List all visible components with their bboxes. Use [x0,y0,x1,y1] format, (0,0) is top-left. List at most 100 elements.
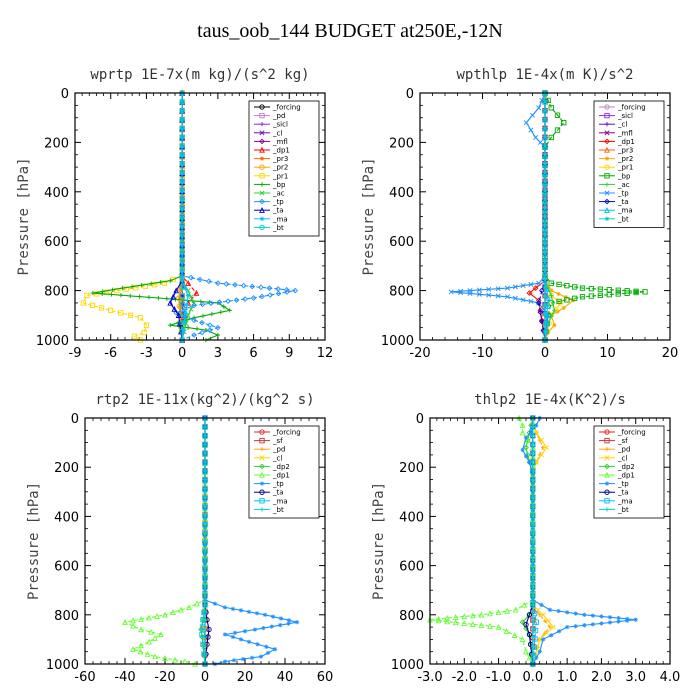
legend-label: _pd [272,112,285,120]
legend-label: _ta [272,207,284,215]
data-point [542,231,548,237]
data-point [129,284,135,289]
data-point [223,281,230,287]
legend-marker [604,130,610,136]
y-tick-label: 600 [54,560,79,575]
legend-marker [259,206,265,213]
legend-marker [259,447,265,452]
data-point [109,292,114,297]
legend-marker [259,471,265,478]
data-point [259,293,265,300]
data-point [202,573,208,579]
data-point [158,631,164,638]
legend: _forcing_sicl_cl_mfl_dp1_pr3_pr2_pr1_bp_… [593,100,665,228]
data-point [478,622,485,628]
y-tick-label: 400 [399,510,424,525]
legend-label: _pd [617,446,630,454]
legend-label: _forcing [272,104,301,112]
data-point [554,112,561,118]
data-point [182,285,188,291]
data-point [179,284,185,290]
legend-label: _bp [272,181,286,189]
data-point [530,442,536,447]
legend-label: _cl [617,121,627,129]
data-point [544,445,550,451]
legend-marker [259,216,265,221]
data-point [171,305,178,312]
data-point [564,610,570,615]
data-point [511,632,518,638]
y-tick-label: 200 [389,136,414,151]
data-point [476,291,482,297]
series-line [174,93,296,341]
data-point [542,179,548,184]
data-point [108,307,114,314]
data-point [162,655,168,661]
data-point [179,231,185,237]
data-point [624,290,630,296]
data-point [118,292,124,298]
legend-marker [604,182,610,187]
data-point [444,618,451,625]
data-point [523,444,529,451]
data-point [549,288,554,293]
data-point [292,287,299,294]
data-point [563,294,569,300]
data-point [548,280,554,286]
data-point [179,169,185,176]
legend-marker [259,498,265,504]
data-point [152,282,158,288]
x-tick-label: 0 [541,346,549,361]
data-point [179,125,185,131]
data-point [179,180,185,185]
legend-label: _pr1 [617,164,633,172]
data-point [146,638,152,645]
data-point [561,119,567,126]
data-point [530,556,536,561]
data-point [202,433,208,438]
data-point [536,280,542,286]
data-point [545,618,551,624]
data-point [538,437,544,443]
data-point [164,296,170,301]
data-point [606,292,612,298]
data-point [199,631,205,638]
chart-title: thlp2 1E-4x(K^2)/s [474,392,626,408]
data-point [523,453,529,459]
data-point [179,99,185,105]
data-point [579,285,586,291]
data-point [530,582,536,588]
data-point [286,621,291,626]
data-point [176,320,183,327]
x-tick-label: -3 [140,346,153,361]
data-point [526,612,533,618]
x-tick-label: 0 [178,346,186,361]
data-point [275,290,282,297]
data-point [246,609,252,615]
data-point [205,634,211,640]
data-point [199,319,205,326]
legend-marker [604,216,610,221]
data-point [537,139,543,145]
legend-label: _bt [272,506,284,514]
data-point [202,600,208,605]
data-point [561,305,566,311]
x-tick-label: 20 [662,346,679,361]
plot-frame [429,417,671,665]
data-point [212,601,218,606]
data-point [138,626,144,633]
y-tick-label: 800 [399,609,424,624]
data-point [179,160,185,167]
data-point [225,298,231,305]
legend-marker [259,463,265,470]
legend-label: _ta [272,489,284,497]
legend-label: _mfl [272,138,288,146]
data-point [170,293,177,300]
data-point [556,291,561,297]
data-point [179,187,185,193]
legend-label: _bt [617,215,629,223]
data-point [270,614,276,619]
legend-label: _mfl [617,129,633,137]
series-dp1 [427,414,536,667]
legend-label: _dp2 [617,463,635,471]
